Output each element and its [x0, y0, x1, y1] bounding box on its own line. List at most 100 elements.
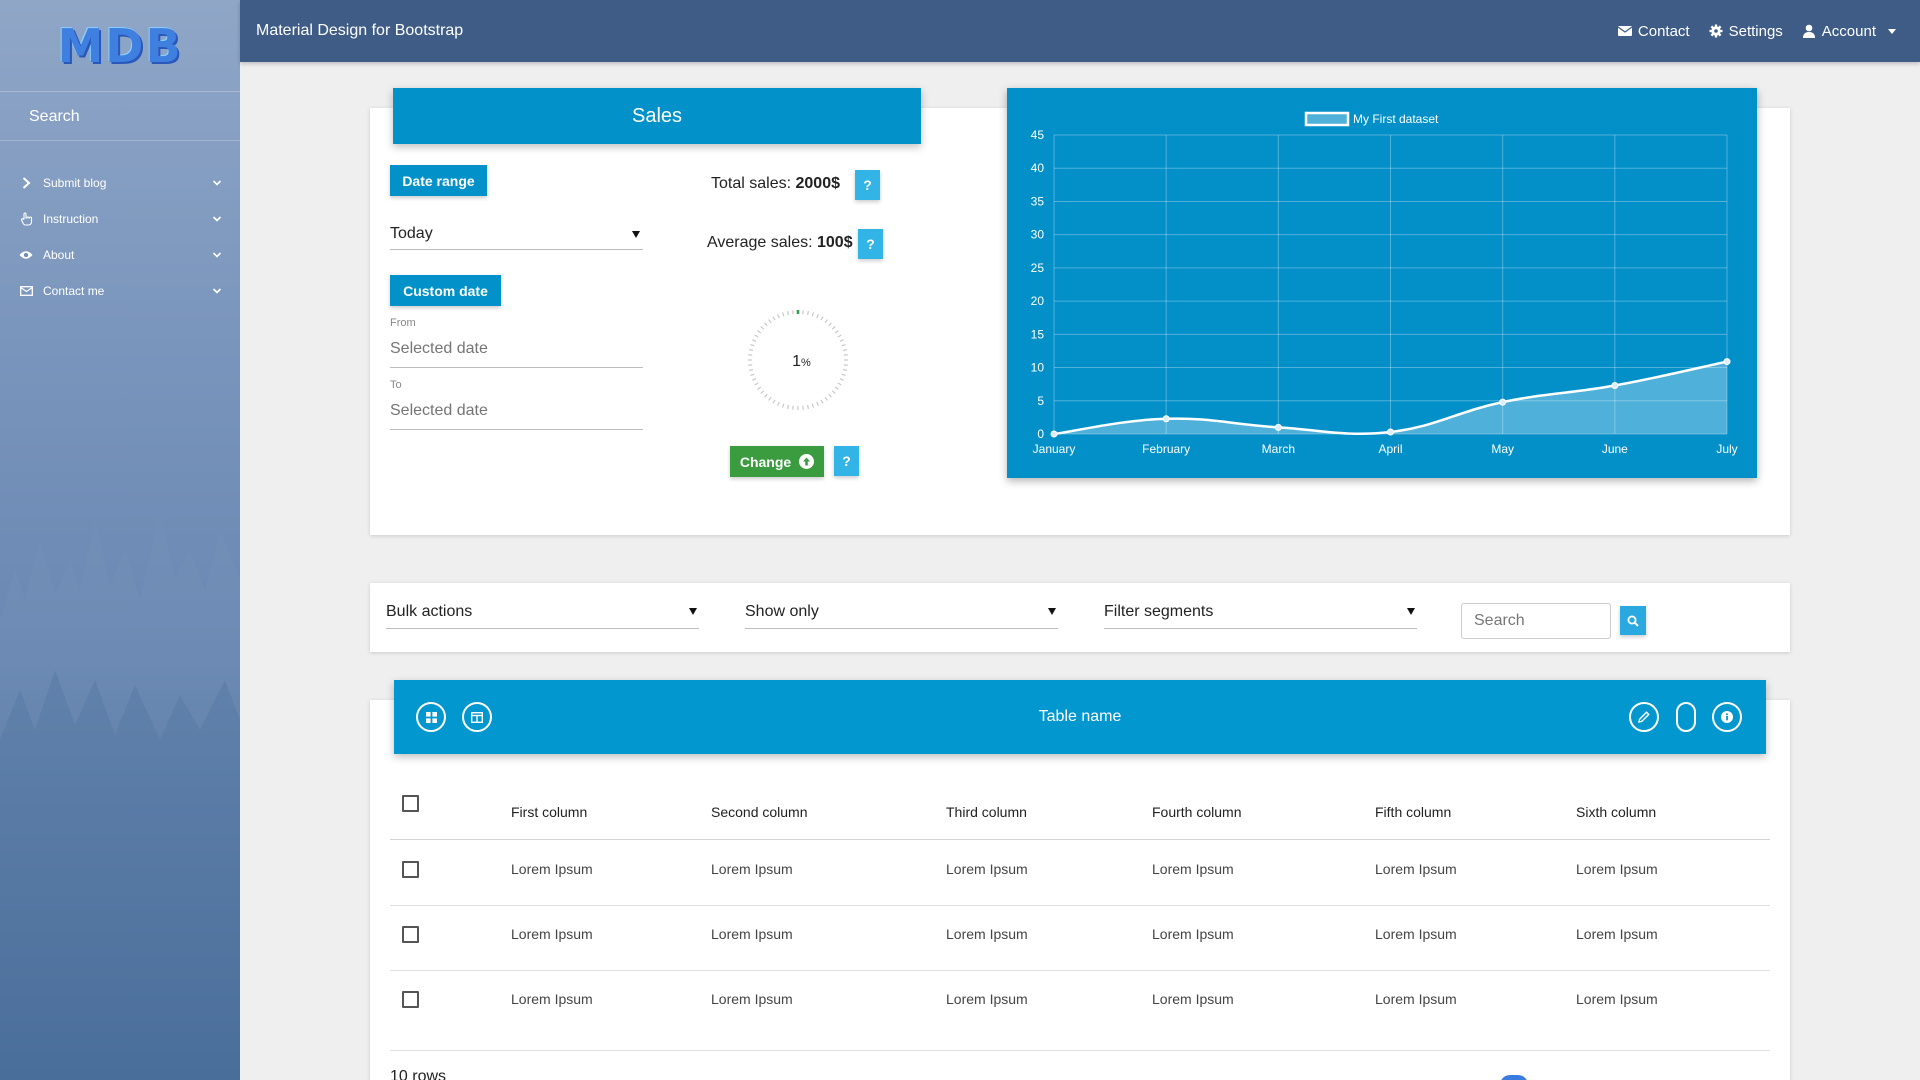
y-tick-label: 40 [1031, 161, 1045, 175]
rows-per-page-select[interactable]: 10 rows [390, 1068, 590, 1080]
filter-segments-label: Filter segments [1104, 602, 1214, 620]
total-sales-value: 2000$ [795, 175, 841, 192]
caret-down-icon [689, 608, 697, 615]
column-header[interactable]: Sixth column [1576, 804, 1657, 820]
nav-settings-link[interactable]: Settings [1709, 23, 1783, 40]
table-cell: Lorem Ipsum [1152, 861, 1234, 877]
pencil-icon [1638, 711, 1650, 723]
top-navbar: Material Design for Bootstrap Contact Se… [240, 0, 1920, 62]
sidebar: MDB Submit blog Instruction About [0, 0, 240, 1080]
date-range-button[interactable]: Date range [390, 165, 487, 196]
dial-tick [748, 349, 754, 352]
table-header-bar: Table name [394, 680, 1766, 754]
change-help-button[interactable]: ? [834, 446, 859, 476]
dial-tick [777, 401, 780, 406]
column-header[interactable]: Fifth column [1375, 804, 1452, 820]
table-card [370, 700, 1790, 1080]
y-tick-label: 15 [1031, 327, 1045, 341]
average-sales-help-button[interactable]: ? [858, 229, 883, 259]
bulk-actions-select[interactable]: Bulk actions [386, 595, 699, 629]
logo[interactable]: MDB [0, 0, 240, 92]
delete-button[interactable] [1676, 702, 1696, 732]
search-button[interactable] [1620, 606, 1646, 635]
column-header[interactable]: Second column [711, 804, 808, 820]
average-sales-value: 100$ [817, 234, 853, 251]
hand-pointer-icon [19, 212, 33, 226]
table-cell: Lorem Ipsum [1375, 861, 1457, 877]
legend-swatch [1304, 111, 1350, 127]
chevron-down-icon [212, 180, 222, 186]
table-cell: Lorem Ipsum [1576, 991, 1658, 1007]
sidebar-item-instruction[interactable]: Instruction [0, 201, 240, 237]
show-only-select[interactable]: Show only [745, 595, 1058, 629]
dial-tick [820, 316, 824, 321]
columns-icon [471, 711, 483, 723]
change-button[interactable]: Change [730, 446, 824, 477]
column-header[interactable]: First column [511, 804, 588, 820]
row-checkbox[interactable] [402, 861, 419, 878]
table-search-input[interactable] [1461, 603, 1611, 639]
dial-tick [828, 322, 832, 327]
data-point [1162, 415, 1170, 423]
dial-tick [811, 312, 815, 317]
show-only-label: Show only [745, 602, 819, 620]
bulk-actions-label: Bulk actions [386, 602, 473, 620]
custom-date-button[interactable]: Custom date [390, 275, 501, 306]
filter-segments-select[interactable]: Filter segments [1104, 595, 1417, 629]
sidebar-item-label: Submit blog [43, 176, 107, 190]
column-header[interactable]: Third column [946, 804, 1027, 820]
chevron-down-icon [212, 252, 222, 258]
dial-tick [842, 368, 848, 371]
dial-tick [781, 403, 785, 408]
header-divider [390, 839, 1770, 840]
row-checkbox[interactable] [402, 991, 419, 1008]
navbar-brand[interactable]: Material Design for Bootstrap [256, 22, 464, 39]
nav-account-dropdown[interactable]: Account [1802, 23, 1896, 40]
dial-tick [754, 382, 759, 386]
edit-button[interactable] [1629, 702, 1659, 732]
dial-tick [750, 343, 755, 347]
total-sales-help-button[interactable]: ? [855, 170, 880, 200]
sidebar-menu: Submit blog Instruction About Contact me [0, 165, 240, 309]
navbar-links: Contact Settings Account [1617, 0, 1896, 62]
dial-tick [820, 399, 824, 404]
dial-tick [806, 404, 809, 410]
sidebar-item-contact-me[interactable]: Contact me [0, 273, 240, 309]
chevron-right-icon [19, 176, 33, 190]
select-all-checkbox[interactable] [402, 795, 419, 812]
row-divider [390, 970, 1770, 971]
caret-down-icon [1407, 608, 1415, 615]
dial-tick [839, 378, 844, 381]
caret-down-icon [1048, 608, 1056, 615]
y-tick-label: 30 [1031, 228, 1045, 242]
period-select[interactable]: Today [390, 219, 643, 250]
y-tick-label: 35 [1031, 194, 1045, 208]
x-tick-label: June [1602, 442, 1628, 456]
x-tick-label: February [1142, 442, 1190, 456]
info-button[interactable] [1712, 702, 1742, 732]
average-sales-label: Average sales: [707, 234, 813, 251]
sidebar-item-label: Instruction [43, 212, 99, 226]
caret-down-icon [1888, 28, 1896, 34]
sidebar-item-about[interactable]: About [0, 237, 240, 273]
y-tick-label: 10 [1031, 361, 1045, 375]
nav-contact-link[interactable]: Contact [1617, 23, 1690, 40]
to-date-input[interactable] [390, 393, 643, 430]
gear-icon [1709, 24, 1723, 38]
table-cell: Lorem Ipsum [1152, 991, 1234, 1007]
from-date-input[interactable] [390, 331, 643, 368]
total-sales-label: Total sales: [711, 175, 792, 192]
sidebar-search-input[interactable] [29, 107, 219, 126]
dial-tick [752, 378, 757, 381]
grid-view-button[interactable] [416, 702, 446, 732]
table-cell: Lorem Ipsum [1576, 861, 1658, 877]
columns-view-button[interactable] [462, 702, 492, 732]
sidebar-item-submit-blog[interactable]: Submit blog [0, 165, 240, 201]
column-header[interactable]: Fourth column [1152, 804, 1242, 820]
pagination-active-page[interactable] [1500, 1075, 1528, 1080]
chart-legend: My First dataset [1304, 111, 1439, 127]
x-tick-label: January [1033, 442, 1076, 456]
row-checkbox[interactable] [402, 926, 419, 943]
dial-tick [757, 386, 762, 390]
x-tick-label: March [1262, 442, 1295, 456]
